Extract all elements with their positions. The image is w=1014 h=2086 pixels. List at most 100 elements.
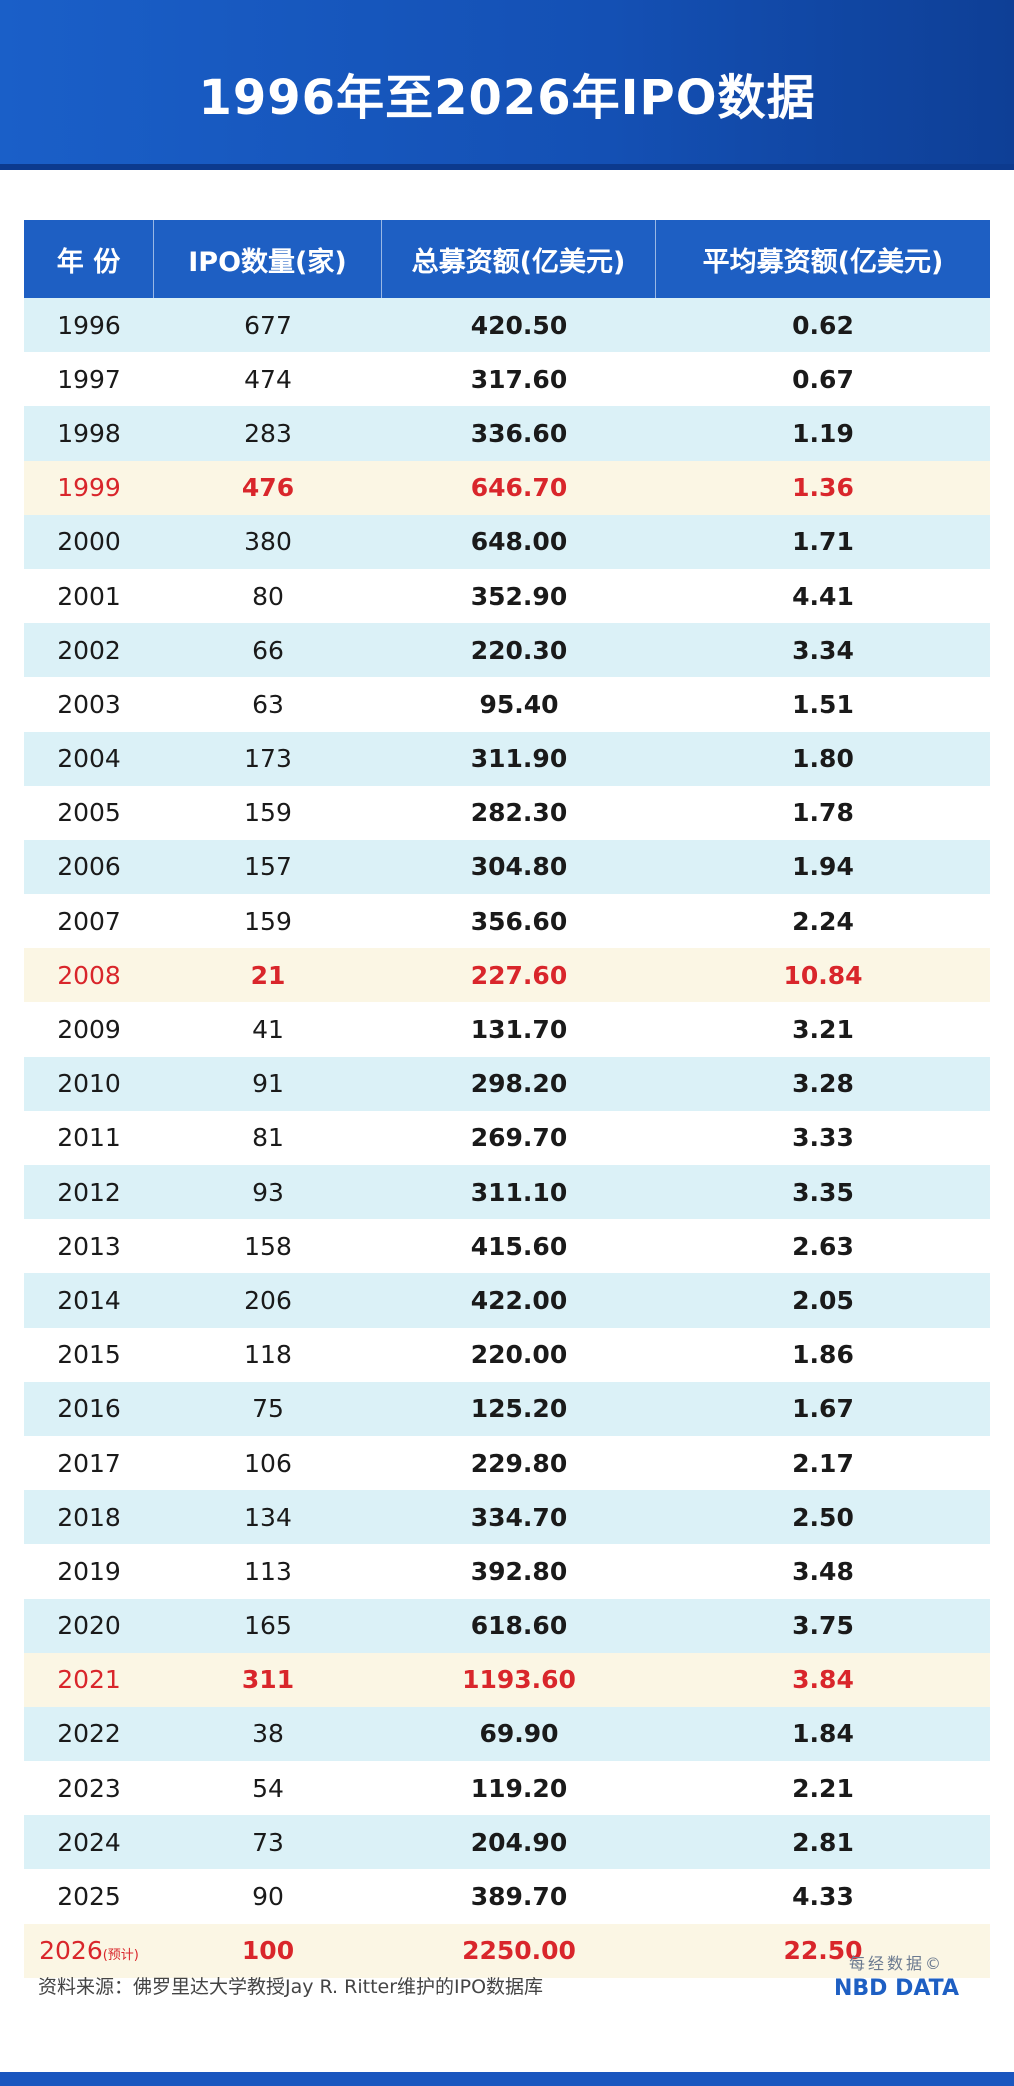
year-cell: 1996: [24, 311, 154, 340]
year-cell: 2000: [24, 527, 154, 556]
table-row: 2022 38 69.90 1.84: [24, 1706, 990, 1762]
year-value: 2007: [57, 906, 121, 936]
average-raised-cell: 1.78: [792, 798, 854, 828]
year-cell: 2020: [24, 1611, 154, 1640]
title-banner: [0, 0, 1014, 170]
average-raised-cell: 3.34: [792, 635, 854, 665]
average-raised-cell: 3.33: [792, 1123, 854, 1153]
year-cell: 2017: [24, 1449, 154, 1478]
table-row: 2000 380 648.00 1.71: [24, 514, 990, 569]
year-value: 2021: [57, 1665, 121, 1695]
ipo-count-cell: 677: [244, 310, 292, 340]
ipo-count-cell: 90: [252, 1882, 284, 1912]
table-row: 2004 173 311.90 1.80: [24, 731, 990, 786]
average-raised-cell: 3.84: [792, 1665, 854, 1695]
ipo-table: 年 份 IPO数量(家) 总募资额(亿美元) 平均募资额(亿美元) 1996 67…: [24, 220, 990, 1978]
table-body: 1996 677 420.50 0.62 1997 474 317.60 0.67 1998 28…: [24, 298, 990, 1978]
ipo-count-cell: 311: [241, 1665, 295, 1695]
total-raised-cell: 646.70: [470, 473, 568, 503]
average-raised-cell: 3.28: [792, 1069, 854, 1099]
logo-cn-text: 每经数据©: [848, 1954, 944, 1973]
total-raised-cell: 282.30: [470, 798, 568, 828]
year-cell: 2003: [24, 690, 154, 719]
average-raised-cell: 4.33: [792, 1882, 854, 1912]
table-row: 1999 476 646.70 1.36: [24, 460, 990, 515]
average-raised-cell: 1.86: [792, 1340, 854, 1370]
year-value: 1997: [57, 364, 121, 394]
ipo-count-cell: 81: [252, 1123, 284, 1153]
total-raised-cell: 298.20: [470, 1069, 568, 1099]
year-cell: 1999: [24, 473, 154, 502]
average-raised-cell: 2.05: [792, 1285, 854, 1315]
table-row: 2006 157 304.80 1.94: [24, 839, 990, 895]
year-value: 2002: [57, 635, 121, 665]
year-cell: 2005: [24, 798, 154, 827]
header-average: 平均募资额(亿美元): [702, 246, 944, 278]
average-raised-cell: 22.50: [783, 1936, 863, 1966]
total-raised-cell: 336.60: [470, 418, 568, 448]
year-value: 2000: [57, 527, 121, 557]
ipo-count-cell: 380: [244, 527, 292, 557]
year-cell: 1997: [24, 365, 154, 394]
year-value: 1999: [57, 473, 121, 503]
ipo-count-cell: 113: [244, 1556, 292, 1586]
year-value: 2020: [57, 1611, 121, 1641]
total-raised-cell: 618.60: [470, 1611, 568, 1641]
year-cell: 2001: [24, 582, 154, 611]
year-value: 2001: [57, 581, 121, 611]
ipo-count-cell: 283: [244, 418, 292, 448]
year-value: 1998: [57, 418, 121, 448]
average-raised-cell: 2.17: [792, 1448, 854, 1478]
year-cell: 2018: [24, 1503, 154, 1532]
ipo-count-cell: 54: [252, 1773, 284, 1803]
average-raised-cell: 2.24: [792, 906, 854, 936]
table-row: 2013 158 415.60 2.63: [24, 1219, 990, 1274]
average-raised-cell: 3.48: [792, 1556, 854, 1586]
total-raised-cell: 204.90: [470, 1827, 568, 1857]
year-cell: 1998: [24, 419, 154, 448]
year-value: 2010: [57, 1069, 121, 1099]
year-cell: 2025: [24, 1882, 154, 1911]
table-row: 2011 81 269.70 3.33: [24, 1110, 990, 1165]
total-raised-cell: 422.00: [470, 1285, 568, 1315]
year-value: 1996: [57, 310, 121, 340]
total-raised-cell: 1193.60: [462, 1665, 576, 1695]
average-raised-cell: 3.35: [792, 1177, 854, 1207]
year-cell: 2004: [24, 744, 154, 773]
table-row: 2010 91 298.20 3.28: [24, 1056, 990, 1111]
total-raised-cell: 311.10: [470, 1177, 568, 1207]
header-count: IPO数量(家): [154, 220, 382, 298]
ipo-count-cell: 80: [252, 581, 284, 611]
average-raised-cell: 0.62: [792, 310, 854, 340]
total-raised-cell: 229.80: [470, 1448, 568, 1478]
total-raised-cell: 317.60: [470, 364, 568, 394]
year-cell: 2024: [24, 1828, 154, 1857]
table-row: 2023 54 119.20 2.21: [24, 1761, 990, 1816]
total-raised-cell: 220.00: [470, 1340, 568, 1370]
year-cell: 2012: [24, 1178, 154, 1207]
table-row: 1996 677 420.50 0.62: [24, 298, 990, 353]
average-raised-cell: 0.67: [792, 364, 854, 394]
year-cell: 2026(预计): [24, 1936, 154, 1965]
ipo-count-cell: 118: [244, 1340, 292, 1370]
year-cell: 2009: [24, 1015, 154, 1044]
ipo-count-cell: 93: [252, 1177, 284, 1207]
ipo-count-cell: 476: [241, 473, 295, 503]
year-value: 2015: [57, 1340, 121, 1370]
ipo-count-cell: 173: [244, 744, 292, 774]
total-raised-cell: 227.60: [470, 960, 568, 990]
year-value: 2005: [57, 798, 121, 828]
average-raised-cell: 1.71: [792, 527, 854, 557]
total-raised-cell: 95.40: [479, 689, 559, 719]
total-raised-cell: 2250.00: [462, 1936, 576, 1966]
ipo-count-cell: 100: [241, 1936, 295, 1966]
average-raised-cell: 1.67: [792, 1394, 854, 1424]
table-row: 2020 165 618.60 3.75: [24, 1598, 990, 1653]
year-value: 2014: [57, 1285, 121, 1315]
ipo-count-cell: 158: [244, 1231, 292, 1261]
year-value: 2025: [57, 1882, 121, 1912]
table-row: 2005 159 282.30 1.78: [24, 785, 990, 840]
table-header-row: 年 份 IPO数量(家) 总募资额(亿美元) 平均募资额(亿美元): [24, 220, 990, 298]
table-row: 2008 21 227.60 10.84: [24, 948, 990, 1003]
ipo-count-cell: 159: [244, 798, 292, 828]
